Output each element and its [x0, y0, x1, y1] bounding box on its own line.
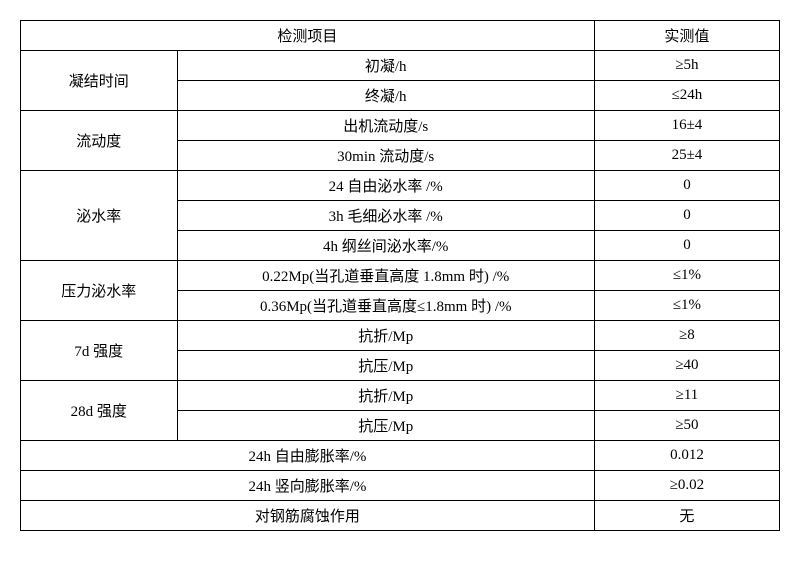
item-cell: 30min 流动度/s — [177, 141, 594, 171]
item-cell: 抗压/Mp — [177, 411, 594, 441]
table-row: 24h 竖向膨胀率/% ≥0.02 — [21, 471, 780, 501]
table-row: 24h 自由膨胀率/% 0.012 — [21, 441, 780, 471]
category-cell: 压力泌水率 — [21, 261, 178, 321]
item-cell: 终凝/h — [177, 81, 594, 111]
value-cell: ≥11 — [594, 381, 779, 411]
spec-table: 检测项目 实测值 凝结时间 初凝/h ≥5h 终凝/h ≤24h 流动度 出机流… — [20, 20, 780, 531]
value-cell: ≥0.02 — [594, 471, 779, 501]
value-cell: ≤1% — [594, 261, 779, 291]
category-cell: 流动度 — [21, 111, 178, 171]
value-cell: ≤24h — [594, 81, 779, 111]
value-cell: 0 — [594, 201, 779, 231]
header-value: 实测值 — [594, 21, 779, 51]
value-cell: 0 — [594, 231, 779, 261]
table-row: 28d 强度 抗折/Mp ≥11 — [21, 381, 780, 411]
category-cell: 凝结时间 — [21, 51, 178, 111]
table-row: 凝结时间 初凝/h ≥5h — [21, 51, 780, 81]
item-cell: 0.36Mp(当孔道垂直高度≤1.8mm 时) /% — [177, 291, 594, 321]
item-cell: 初凝/h — [177, 51, 594, 81]
header-row: 检测项目 实测值 — [21, 21, 780, 51]
category-cell: 7d 强度 — [21, 321, 178, 381]
item-cell: 0.22Mp(当孔道垂直高度 1.8mm 时) /% — [177, 261, 594, 291]
value-cell: 0.012 — [594, 441, 779, 471]
item-cell: 24 自由泌水率 /% — [177, 171, 594, 201]
table-row: 对钢筋腐蚀作用 无 — [21, 501, 780, 531]
table-row: 流动度 出机流动度/s 16±4 — [21, 111, 780, 141]
value-cell: ≤1% — [594, 291, 779, 321]
value-cell: 0 — [594, 171, 779, 201]
category-cell: 28d 强度 — [21, 381, 178, 441]
value-cell: 25±4 — [594, 141, 779, 171]
item-cell: 24h 自由膨胀率/% — [21, 441, 595, 471]
value-cell: ≥8 — [594, 321, 779, 351]
item-cell: 3h 毛细必水率 /% — [177, 201, 594, 231]
item-cell: 抗折/Mp — [177, 321, 594, 351]
table-row: 压力泌水率 0.22Mp(当孔道垂直高度 1.8mm 时) /% ≤1% — [21, 261, 780, 291]
value-cell: ≥5h — [594, 51, 779, 81]
value-cell: 无 — [594, 501, 779, 531]
table-row: 7d 强度 抗折/Mp ≥8 — [21, 321, 780, 351]
item-cell: 4h 纲丝间泌水率/% — [177, 231, 594, 261]
value-cell: 16±4 — [594, 111, 779, 141]
header-item: 检测项目 — [21, 21, 595, 51]
value-cell: ≥50 — [594, 411, 779, 441]
table-row: 泌水率 24 自由泌水率 /% 0 — [21, 171, 780, 201]
item-cell: 对钢筋腐蚀作用 — [21, 501, 595, 531]
item-cell: 出机流动度/s — [177, 111, 594, 141]
item-cell: 抗折/Mp — [177, 381, 594, 411]
value-cell: ≥40 — [594, 351, 779, 381]
category-cell: 泌水率 — [21, 171, 178, 261]
item-cell: 24h 竖向膨胀率/% — [21, 471, 595, 501]
item-cell: 抗压/Mp — [177, 351, 594, 381]
